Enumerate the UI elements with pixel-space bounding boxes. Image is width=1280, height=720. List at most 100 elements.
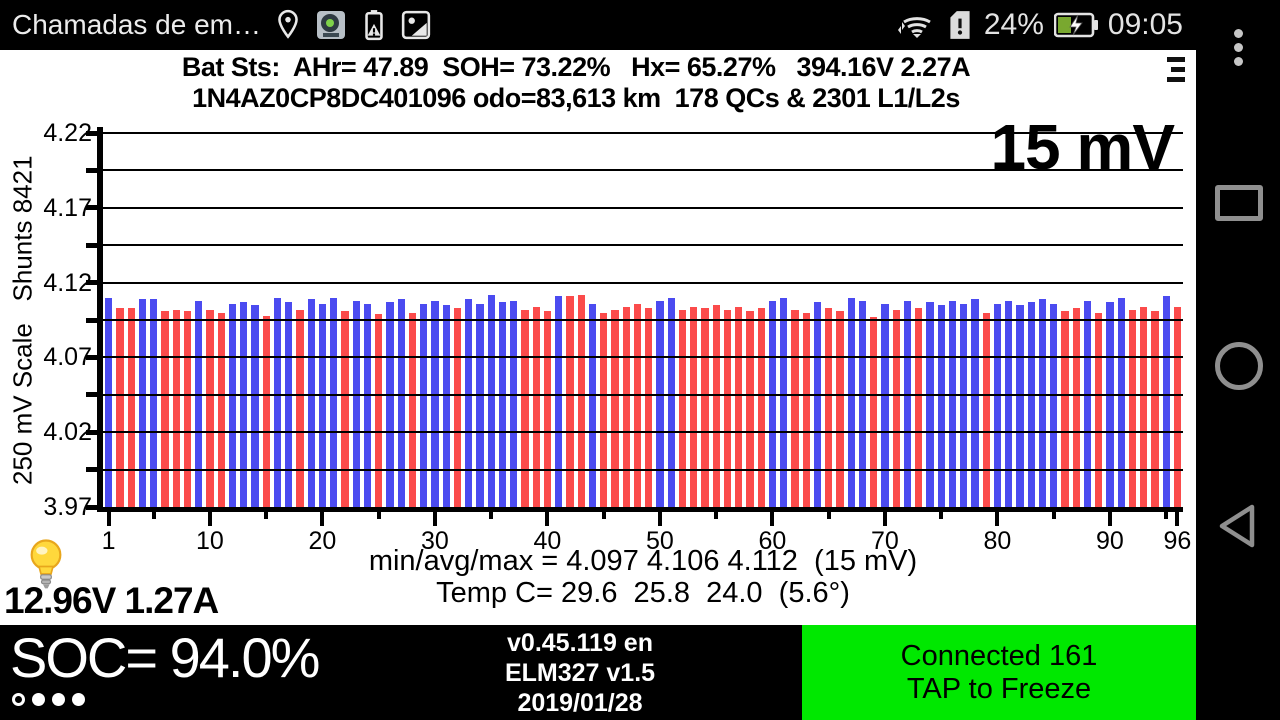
x-tick-label: 10 [195,527,224,555]
location-pin-icon [275,9,301,41]
x-tick [320,509,325,526]
cell-bar [453,308,461,507]
y-axis-label: 250 mV Scale Shunts 8421 [7,155,38,485]
x-tick-label: 70 [870,527,899,555]
cell-bar [228,303,236,507]
lightbulb-icon[interactable] [26,537,66,596]
cell-bar [397,299,405,507]
cell-bar [1027,302,1035,507]
battery-alert-icon [361,9,387,41]
app-thumbnail-icon [315,9,347,41]
android-nav-bar [1196,0,1280,720]
x-tick [995,509,1000,526]
cell-bar [971,299,979,507]
cell-bar [993,303,1001,507]
cell-bar [352,300,360,507]
x-tick [207,509,212,526]
cell-bar [768,300,776,507]
soc-readout: SOC= 94.0% [10,626,320,689]
cell-bar [678,309,686,507]
connection-status: Connected 161 [900,639,1098,672]
cell-bar [375,314,383,507]
y-tick-label: 4.02 [43,418,92,447]
cell-bar [183,311,191,507]
cell-bar [813,302,821,507]
cell-bar [746,311,754,507]
x-tick-label: 1 [101,527,116,555]
cell-bar [465,299,473,507]
x-tick [770,509,775,526]
y-tick [86,167,103,173]
cell-bar [1151,311,1159,507]
x-tick-label: 60 [758,527,787,555]
gridline [103,393,1183,396]
cell-bar [791,309,799,507]
cell-bar [588,303,596,507]
cell-bar [960,303,968,507]
x-tick [939,509,944,519]
firmware-date: 2019/01/28 [517,689,643,717]
cell-bar [870,317,878,507]
app-version: v0.45.119 en [507,629,653,657]
cell-bar [172,309,180,507]
cell-bar [420,303,428,507]
vin-odometer-header: 1N4AZ0CP8DC401096 odo=83,613 km 178 QCs … [192,83,960,113]
gridline [103,206,1183,209]
cell-bar [476,303,484,507]
cell-bar [566,296,574,507]
x-tick [601,509,606,519]
cell-voltage-chart[interactable]: 250 mV Scale Shunts 8421 15 mV min/avg/m… [0,50,1196,625]
y-tick [86,429,103,435]
y-tick [86,354,103,360]
cell-bar [285,302,293,507]
voltage-range-annotation: 15 mV [990,111,1175,183]
cell-bar [206,309,214,507]
cell-bar [532,306,540,507]
app-version-block: v0.45.119 en ELM327 v1.5 2019/01/28 [420,628,740,718]
cell-bar [1083,300,1091,507]
x-tick [714,509,719,519]
y-tick-label: 4.17 [43,193,92,222]
hamburger-menu-icon[interactable] [1167,57,1185,82]
cell-bar [802,312,810,507]
cell-bar [386,302,394,507]
cell-bar [1128,309,1136,507]
freeze-hint: TAP to Freeze [906,672,1092,705]
cell-bar [690,306,698,507]
cell-bar [138,299,146,507]
back-icon[interactable] [1214,502,1260,555]
recents-icon[interactable] [1215,185,1263,221]
bottom-bar: SOC= 94.0% v0.45.119 en ELM327 v1.5 2019… [0,625,1196,720]
x-tick [489,509,494,519]
y-tick [86,317,103,323]
page-indicator[interactable] [12,693,85,706]
y-tick [86,467,103,473]
battery-percent: 24% [983,8,1044,41]
y-tick-label: 3.97 [43,493,92,521]
x-tick-label: 20 [308,527,337,555]
x-tick [432,509,437,526]
home-icon[interactable] [1215,342,1263,390]
gridline [103,281,1183,284]
pager-dot [32,693,45,706]
notification-text[interactable]: Chamadas de em… [12,9,262,40]
cell-bar [1173,306,1181,507]
cell-bar [847,297,855,507]
cell-bar [273,297,281,507]
x-tick [826,509,831,519]
connection-status-button[interactable]: Connected 161 TAP to Freeze [802,625,1196,720]
cell-bar [240,302,248,507]
cell-bar [1095,312,1103,507]
cell-bar [262,315,270,507]
pager-dot-active [12,693,25,706]
cell-bar [521,309,529,507]
cell-bar [442,305,450,507]
battery-status-header: Bat Sts: AHr= 47.89 SOH= 73.22% Hx= 65.2… [181,52,971,82]
overflow-menu-icon[interactable] [1196,24,1280,71]
gridline [103,132,1183,134]
cell-bar [251,305,259,507]
x-tick [376,509,381,519]
cell-bar [825,308,833,507]
y-tick-label: 4.12 [43,268,92,297]
clock: 09:05 [1107,8,1183,41]
